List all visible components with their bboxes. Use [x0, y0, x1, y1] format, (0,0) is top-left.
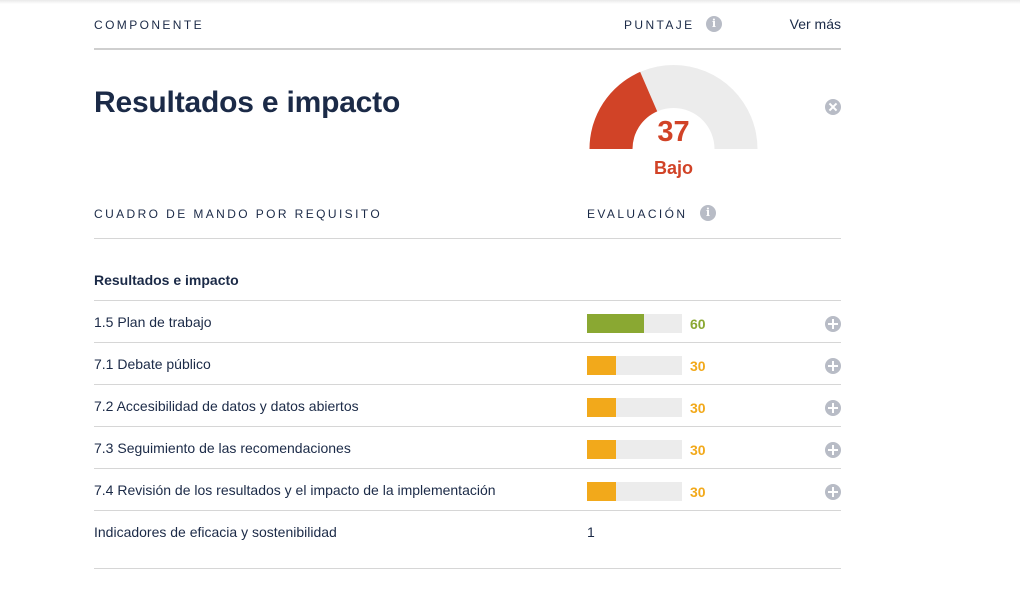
evaluation-value: 30 [690, 358, 706, 374]
divider [94, 568, 841, 569]
indicator-label: Indicadores de eficacia y sostenibilidad [94, 524, 337, 540]
evaluation-header: EVALUACIÓN [587, 207, 688, 221]
requirement-label: 7.4 Revisión de los resultados y el impa… [94, 482, 496, 498]
requirement-label: 7.1 Debate público [94, 356, 211, 372]
evaluation-value: 60 [690, 316, 706, 332]
divider [94, 510, 841, 511]
score-column-header: PUNTAJE [624, 18, 695, 32]
table-row: 1.5 Plan de trabajo 60 [94, 301, 841, 343]
evaluation-bar-fill [587, 314, 644, 333]
scorecard-panel: COMPONENTE PUNTAJE i Ver más Resultados … [94, 0, 841, 594]
evaluation-value: 30 [690, 442, 706, 458]
divider [94, 48, 841, 50]
info-icon[interactable]: i [700, 205, 716, 221]
table-row: 7.3 Seguimiento de las recomendaciones 3… [94, 427, 841, 469]
evaluation-bar [587, 356, 682, 375]
expand-plus-icon[interactable] [825, 358, 841, 374]
gauge-fill [589, 71, 658, 149]
table-row: Indicadores de eficacia y sostenibilidad… [94, 511, 841, 553]
table-row: 7.4 Revisión de los resultados y el impa… [94, 469, 841, 511]
evaluation-bar-fill [587, 482, 616, 501]
expand-plus-icon[interactable] [825, 442, 841, 458]
indicator-value: 1 [587, 524, 595, 540]
requirement-label: 7.3 Seguimiento de las recomendaciones [94, 440, 351, 456]
evaluation-bar [587, 440, 682, 459]
top-shadow [0, 0, 1020, 4]
table-row: 7.1 Debate público 30 [94, 343, 841, 385]
requirement-label: 1.5 Plan de trabajo [94, 314, 212, 330]
gauge-score-value: 37 [657, 116, 690, 148]
table-header: COMPONENTE PUNTAJE i Ver más [94, 14, 841, 36]
evaluation-bar [587, 314, 682, 333]
evaluation-bar [587, 398, 682, 417]
evaluation-value: 30 [690, 484, 706, 500]
component-title: Resultados e impacto [94, 86, 401, 119]
evaluation-bar-fill [587, 398, 616, 417]
ver-mas-link[interactable]: Ver más [789, 16, 841, 32]
divider [94, 342, 841, 343]
evaluation-value: 30 [690, 400, 706, 416]
close-icon[interactable] [825, 99, 841, 115]
scorecard-header: CUADRO DE MANDO POR REQUISITO [94, 207, 383, 221]
divider [94, 426, 841, 427]
expand-plus-icon[interactable] [825, 484, 841, 500]
evaluation-bar-fill [587, 440, 616, 459]
divider [94, 384, 841, 385]
evaluation-bar [587, 482, 682, 501]
score-gauge [589, 65, 758, 149]
expand-plus-icon[interactable] [825, 316, 841, 332]
gauge-rating-label: Bajo [653, 158, 693, 178]
group-title: Resultados e impacto [94, 272, 239, 288]
component-column-header: COMPONENTE [94, 18, 205, 32]
evaluation-bar-fill [587, 356, 616, 375]
divider [94, 300, 841, 301]
table-row: 7.2 Accesibilidad de datos y datos abier… [94, 385, 841, 427]
divider [94, 468, 841, 469]
expand-plus-icon[interactable] [825, 400, 841, 416]
divider [94, 238, 841, 239]
requirement-label: 7.2 Accesibilidad de datos y datos abier… [94, 398, 359, 414]
info-icon[interactable]: i [706, 16, 722, 32]
